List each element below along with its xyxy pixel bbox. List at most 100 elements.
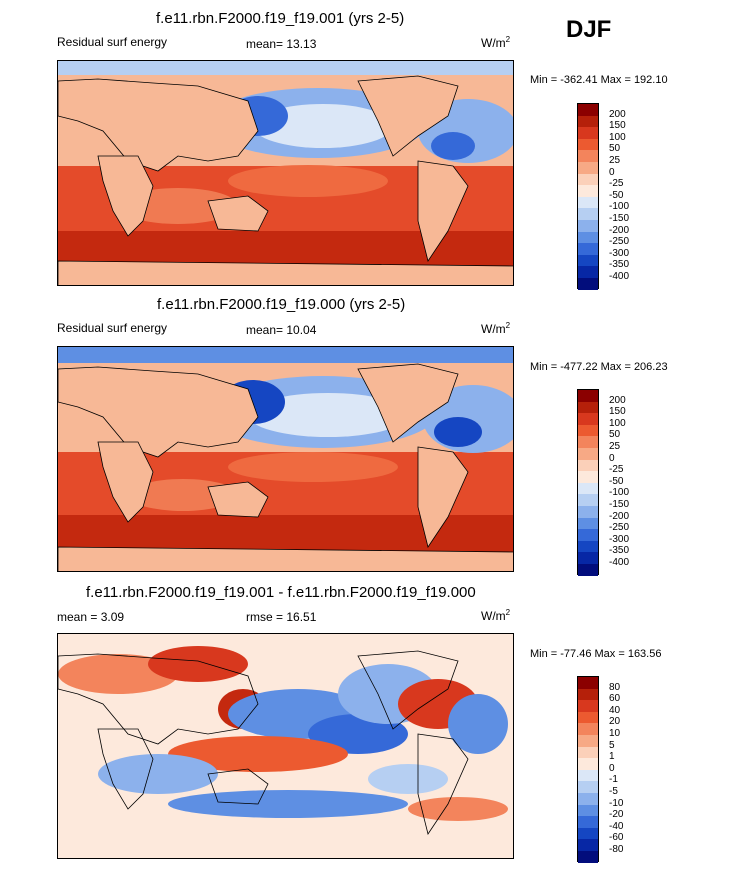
colorbar-tick-label: 100 [609,131,626,143]
panel3-colorbar [577,676,599,863]
panel3-minmax: Min = -77.46 Max = 163.56 [530,648,662,660]
panel2-variable-label: Residual surf energy [57,321,168,335]
colorbar-segment [578,208,598,220]
season-label: DJF [566,16,612,43]
colorbar-tick-label: -100 [609,201,630,213]
colorbar-tick-label: 20 [609,716,621,728]
panel2-map-svg [58,347,513,571]
colorbar-segment [578,413,598,425]
colorbar-tick-label: 100 [609,417,626,429]
colorbar-segment [578,563,598,576]
panel3-rmse: rmse = 16.51 [246,610,317,624]
colorbar-segment [578,723,598,735]
colorbar-segment [578,447,598,460]
panel1-variable-label: Residual surf energy [57,35,168,49]
panel3-map [57,633,514,859]
panel3-title: f.e11.rbn.F2000.f19_f19.001 - f.e11.rbn.… [86,584,476,601]
colorbar-segment [578,127,598,139]
colorbar-tick-label: -350 [609,545,630,557]
colorbar-tick-label: 40 [609,704,621,716]
colorbar-tick-label: -25 [609,178,624,190]
colorbar-segment [578,540,598,553]
colorbar-tick-label: -250 [609,522,630,534]
panel3-mean: mean = 3.09 [57,610,125,624]
colorbar-tick-label: -80 [609,844,624,855]
colorbar-tick-label: -150 [609,499,630,510]
colorbar-tick-label: 200 [609,108,626,120]
colorbar-tick-label: 5 [609,739,615,751]
colorbar-segment [578,494,598,506]
colorbar-segment [578,688,598,701]
colorbar-segment [578,277,598,290]
colorbar-tick-label: 0 [609,762,615,774]
colorbar-tick-label: -60 [609,832,624,844]
colorbar-segment [578,254,598,267]
colorbar-segment [578,401,598,414]
colorbar-tick-label: 50 [609,143,621,155]
colorbar-segment [578,758,598,770]
colorbar-segment [578,769,598,782]
colorbar-segment [578,231,598,244]
colorbar-segment [578,827,598,840]
panel2-units: W/m2 [481,321,511,336]
colorbar-tick-label: -50 [609,475,624,487]
colorbar-segment [578,173,598,186]
colorbar-tick-label: -10 [609,797,624,809]
colorbar-segment [578,219,598,232]
colorbar-tick-label: 25 [609,441,621,452]
colorbar-segment [578,700,598,712]
colorbar-segment [578,424,598,437]
panel2-minmax: Min = -477.22 Max = 206.23 [530,361,668,373]
colorbar-tick-label: 50 [609,429,621,441]
panel2-map [57,346,514,572]
colorbar-segment [578,781,598,793]
colorbar-segment [578,266,598,278]
colorbar-segment [578,390,598,402]
panel2-title: f.e11.rbn.F2000.f19_f19.000 (yrs 2-5) [157,296,406,313]
colorbar-segment [578,816,598,828]
panel2-mean: mean= 10.04 [246,323,317,337]
colorbar-segment [578,243,598,255]
colorbar-tick-label: -50 [609,189,624,201]
panel1-map-svg [58,61,513,285]
colorbar-tick-label: 80 [609,681,621,693]
colorbar-tick-label: -400 [609,271,630,282]
panel1-units: W/m2 [481,35,511,50]
panel1-mean: mean= 13.13 [246,37,317,51]
colorbar-tick-label: 0 [609,452,615,464]
colorbar-tick-label: -300 [609,533,630,545]
colorbar-tick-label: -40 [609,820,624,832]
colorbar-segment [578,529,598,541]
colorbar-segment [578,459,598,472]
colorbar-segment [578,482,598,495]
colorbar-segment [578,161,598,174]
colorbar-segment [578,505,598,518]
panel1-title: f.e11.rbn.F2000.f19_f19.001 (yrs 2-5) [156,10,405,27]
colorbar-segment [578,677,598,689]
colorbar-tick-label: 150 [609,406,626,418]
colorbar-tick-label: 1 [609,751,615,763]
colorbar-tick-label: -20 [609,809,624,821]
colorbar-tick-label: -250 [609,236,630,248]
colorbar-segment [578,711,598,724]
colorbar-tick-label: -400 [609,557,630,568]
colorbar-segment [578,436,598,448]
colorbar-segment [578,552,598,564]
colorbar-tick-label: -100 [609,487,630,499]
colorbar-segment [578,138,598,151]
colorbar-segment [578,517,598,530]
colorbar-tick-label: 10 [609,728,621,739]
colorbar-segment [578,850,598,863]
colorbar-segment [578,839,598,851]
colorbar-tick-label: -200 [609,224,630,236]
colorbar-segment [578,734,598,747]
colorbar-tick-label: -25 [609,464,624,476]
colorbar-tick-label: 0 [609,166,615,178]
colorbar-segment [578,746,598,759]
colorbar-segment [578,185,598,197]
panel3-units: W/m2 [481,608,511,623]
colorbar-segment [578,792,598,805]
colorbar-tick-label: -150 [609,213,630,224]
colorbar-segment [578,150,598,162]
panel1-colorbar [577,103,599,290]
